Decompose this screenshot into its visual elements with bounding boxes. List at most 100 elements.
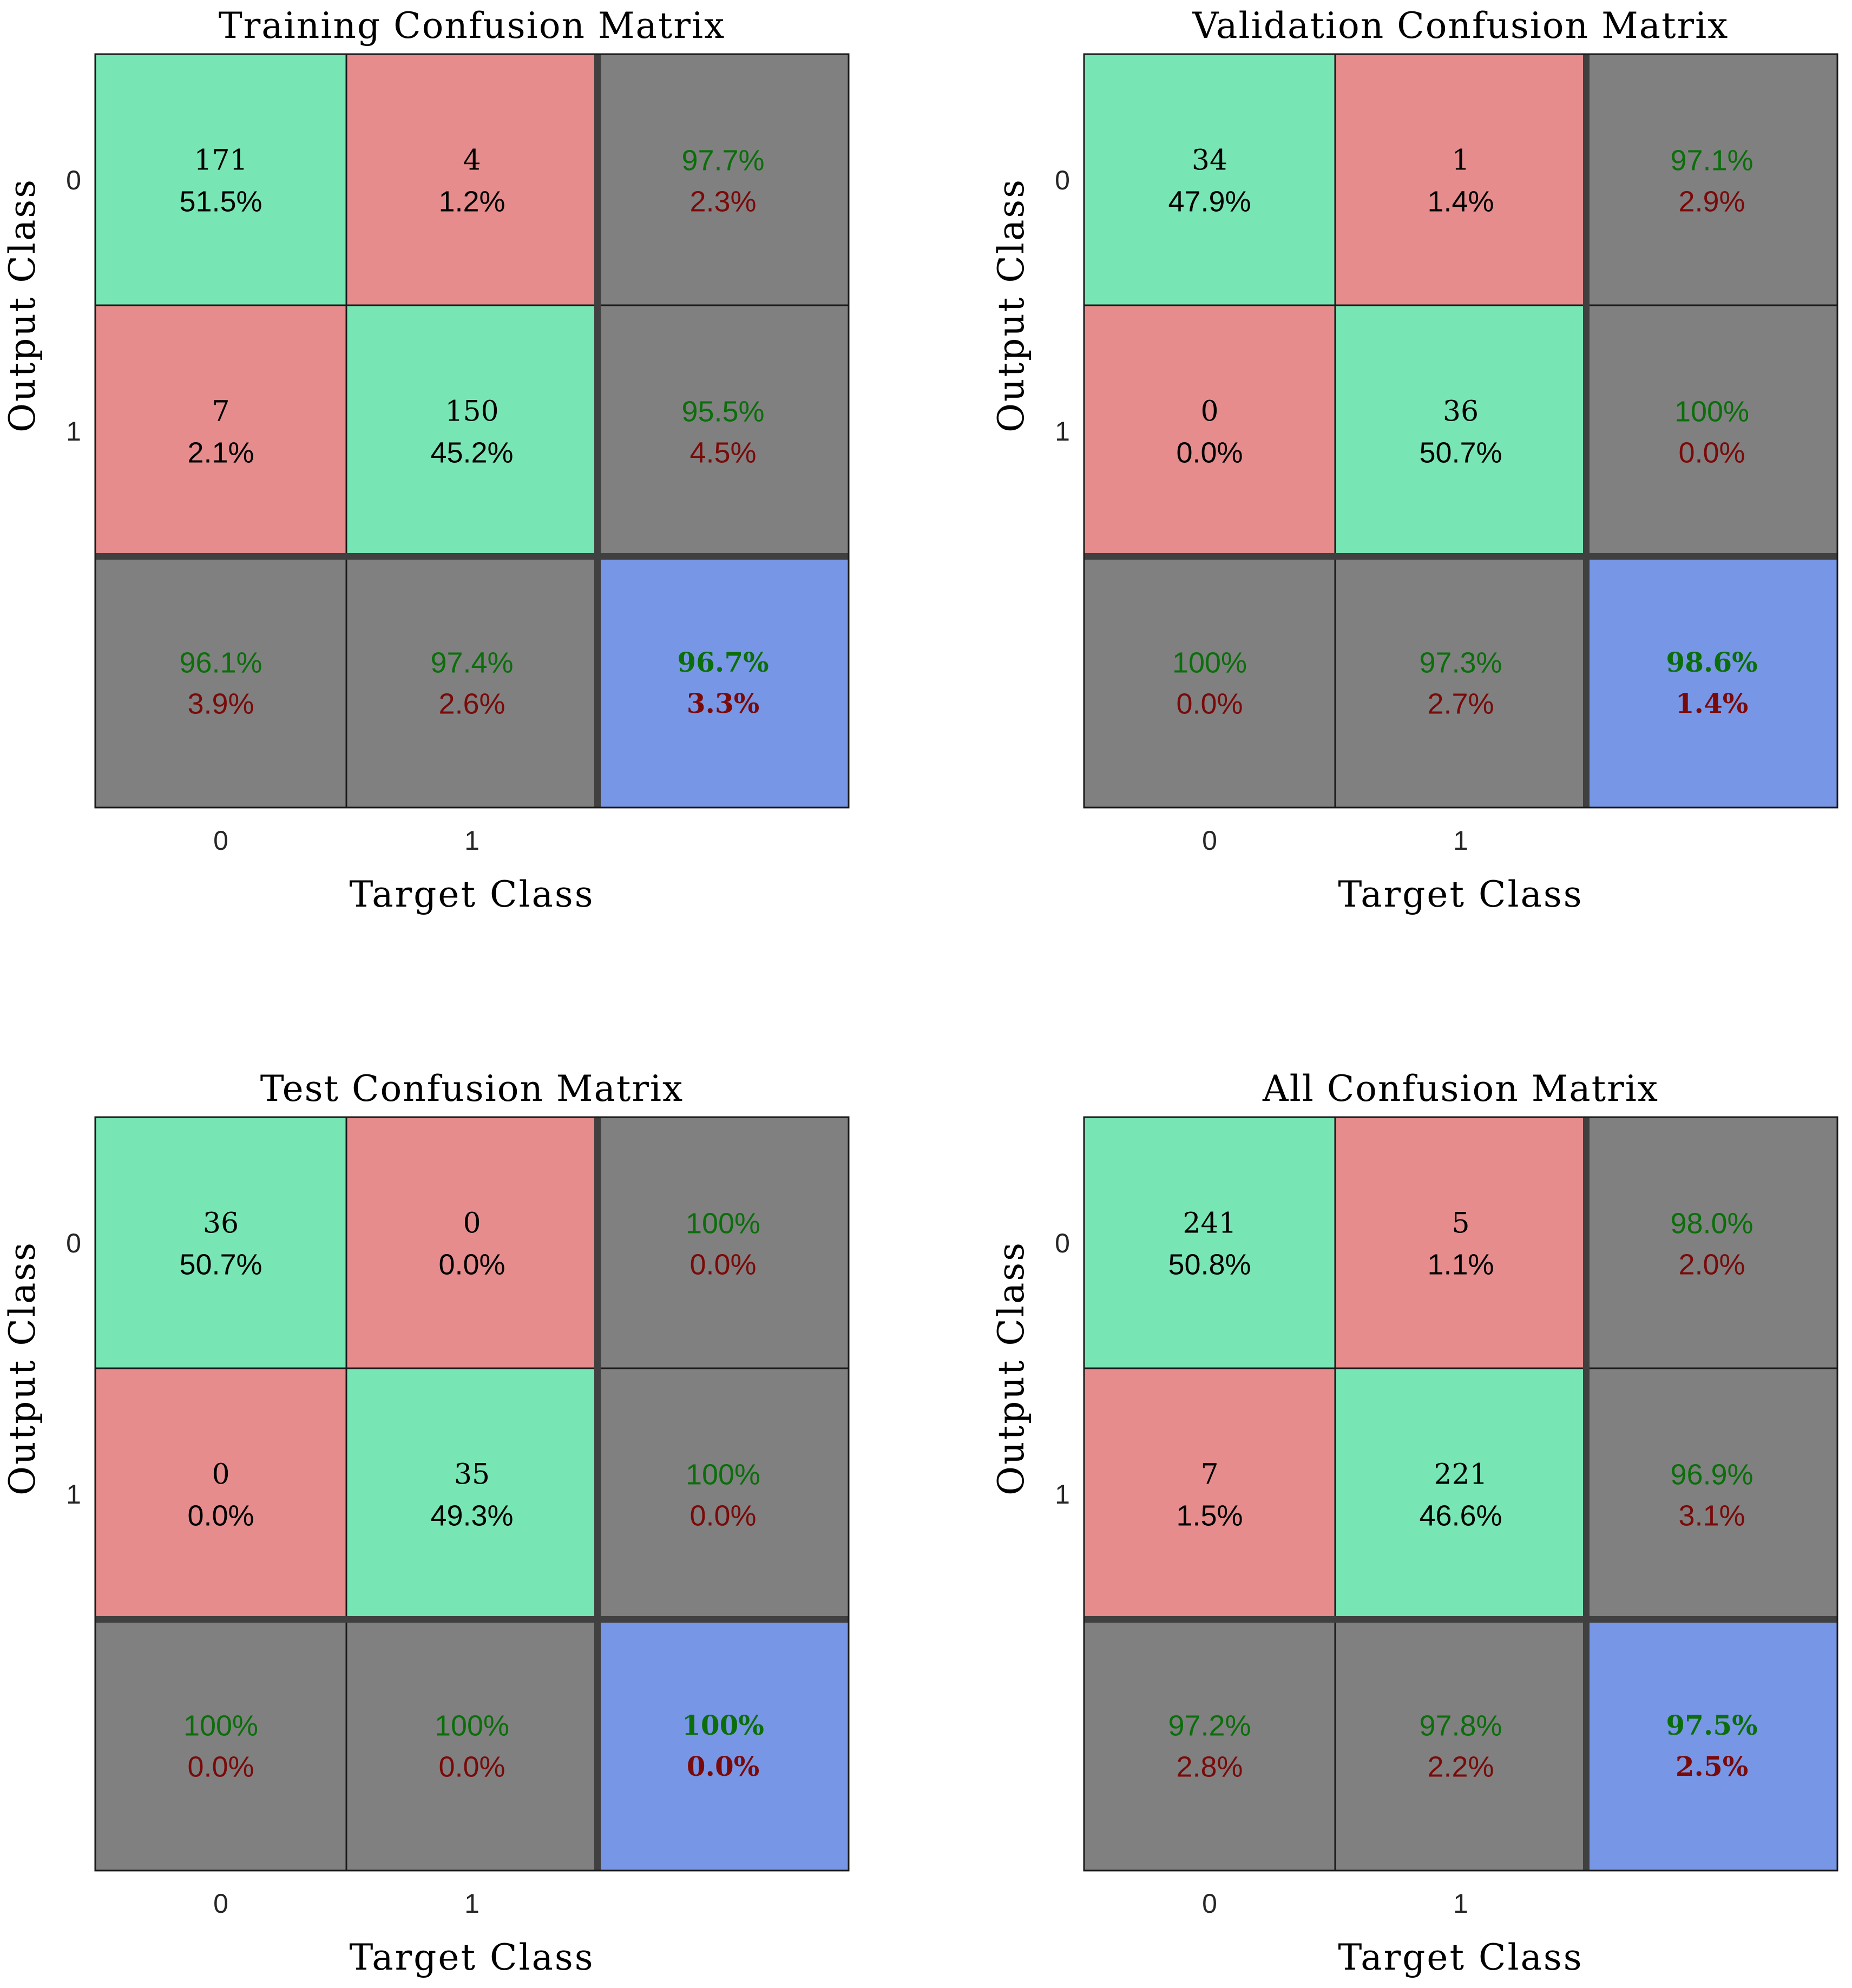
error-percent: 0.0%	[1176, 687, 1243, 720]
cell-percent: 50.7%	[179, 1248, 262, 1281]
accuracy-percent: 100%	[686, 1207, 760, 1239]
cell-percent: 1.1%	[1427, 1248, 1494, 1281]
error-percent: 2.0%	[1678, 1248, 1745, 1281]
cell-count: 241	[1183, 1208, 1236, 1240]
cell-percent: 46.6%	[1419, 1499, 1502, 1532]
accuracy-percent: 95.5%	[681, 395, 764, 428]
error-percent: 0.0%	[438, 1750, 505, 1783]
chart-title: Test Confusion Matrix	[260, 1068, 684, 1110]
error-percent: 3.1%	[1678, 1499, 1745, 1532]
matrix-cell-summary	[1084, 1619, 1335, 1871]
accuracy-percent: 96.1%	[179, 646, 262, 679]
matrix-cell-incorrect	[95, 1368, 346, 1619]
cell-count: 7	[1200, 1459, 1218, 1491]
error-percent: 1.4%	[1676, 687, 1749, 719]
error-percent: 3.9%	[187, 687, 254, 720]
matrix-cell-incorrect	[346, 1117, 597, 1368]
matrix-cell-summary	[1586, 54, 1837, 305]
matrix-border	[1083, 1116, 1838, 1872]
cell-percent: 45.2%	[430, 436, 513, 469]
y-tick-label: 0	[1055, 1228, 1070, 1258]
matrix-cell-incorrect	[95, 305, 346, 556]
accuracy-percent: 97.5%	[1666, 1709, 1757, 1741]
cell-percent: 0.0%	[438, 1248, 505, 1281]
matrix-cell-summary	[597, 54, 849, 305]
accuracy-percent: 97.7%	[681, 144, 764, 176]
error-percent: 2.6%	[438, 687, 505, 720]
error-percent: 0.0%	[689, 1499, 756, 1532]
cell-percent: 49.3%	[430, 1499, 513, 1532]
cell-count: 36	[1443, 396, 1479, 428]
matrix-cell-correct	[346, 1368, 597, 1619]
cell-percent: 50.8%	[1168, 1248, 1251, 1281]
cell-count: 221	[1434, 1459, 1487, 1491]
x-axis-label: Target Class	[349, 874, 594, 915]
chart-title: Training Confusion Matrix	[219, 5, 726, 47]
y-tick-label: 1	[1055, 1479, 1070, 1510]
matrix-cell-summary	[597, 1368, 849, 1619]
cell-percent: 0.0%	[1176, 436, 1243, 469]
matrix-cell-total	[597, 556, 849, 808]
matrix-cell-summary	[1586, 1117, 1837, 1368]
error-percent: 2.5%	[1676, 1750, 1749, 1782]
cell-percent: 1.2%	[438, 185, 505, 218]
accuracy-percent: 98.0%	[1670, 1207, 1753, 1239]
y-tick-label: 0	[1055, 165, 1070, 195]
x-axis-label: Target Class	[349, 1937, 594, 1978]
x-axis-label: Target Class	[1338, 874, 1583, 915]
matrix-border	[1083, 53, 1838, 809]
y-tick-label: 1	[66, 416, 81, 447]
error-percent: 2.2%	[1427, 1750, 1494, 1783]
x-tick-label: 1	[464, 825, 480, 856]
y-tick-label: 0	[66, 1228, 81, 1258]
matrix-cell-incorrect	[346, 54, 597, 305]
error-percent: 0.0%	[689, 1248, 756, 1281]
accuracy-percent: 100%	[686, 1458, 760, 1491]
matrix-cell-incorrect	[1335, 54, 1586, 305]
matrix-cell-summary	[597, 1117, 849, 1368]
cell-count: 0	[463, 1208, 481, 1240]
cell-percent: 1.5%	[1176, 1499, 1243, 1532]
error-percent: 2.8%	[1176, 1750, 1243, 1783]
cell-count: 35	[454, 1459, 490, 1491]
accuracy-percent: 100%	[1172, 646, 1247, 679]
chart-title: Validation Confusion Matrix	[1192, 5, 1729, 47]
y-tick-label: 1	[1055, 416, 1070, 447]
matrix-cell-incorrect	[1084, 305, 1335, 556]
y-axis-label: Output Class	[2, 178, 43, 432]
chart-title: All Confusion Matrix	[1262, 1068, 1659, 1110]
matrix-cell-summary	[1586, 305, 1837, 556]
matrix-cell-incorrect	[1084, 1368, 1335, 1619]
accuracy-percent: 98.6%	[1666, 646, 1757, 678]
cell-count: 5	[1452, 1208, 1469, 1240]
cell-percent: 2.1%	[187, 436, 254, 469]
cell-count: 34	[1192, 145, 1227, 177]
cell-count: 7	[212, 396, 229, 428]
x-tick-label: 0	[1202, 825, 1217, 856]
cell-percent: 0.0%	[187, 1499, 254, 1532]
cell-percent: 51.5%	[179, 185, 262, 218]
y-axis-label: Output Class	[2, 1241, 43, 1495]
cell-count: 0	[212, 1459, 229, 1491]
accuracy-percent: 100%	[435, 1709, 509, 1742]
matrix-cell-total	[597, 1619, 849, 1871]
matrix-cell-summary	[1335, 556, 1586, 808]
matrix-cell-correct	[95, 54, 346, 305]
y-tick-label: 1	[66, 1479, 81, 1510]
accuracy-percent: 97.3%	[1419, 646, 1502, 679]
cell-count: 0	[1200, 396, 1218, 428]
x-tick-label: 1	[464, 1888, 480, 1919]
error-percent: 2.7%	[1427, 687, 1494, 720]
matrix-cell-correct	[1335, 1368, 1586, 1619]
cell-count: 171	[194, 145, 247, 177]
error-percent: 2.9%	[1678, 185, 1745, 218]
cell-percent: 50.7%	[1419, 436, 1502, 469]
x-tick-label: 1	[1453, 1888, 1468, 1919]
matrix-cell-total	[1586, 1619, 1837, 1871]
cell-percent: 1.4%	[1427, 185, 1494, 218]
matrix-cell-summary	[95, 1619, 346, 1871]
matrix-cell-summary	[95, 556, 346, 808]
accuracy-percent: 97.2%	[1168, 1709, 1251, 1742]
y-axis-label: Output Class	[990, 178, 1032, 432]
